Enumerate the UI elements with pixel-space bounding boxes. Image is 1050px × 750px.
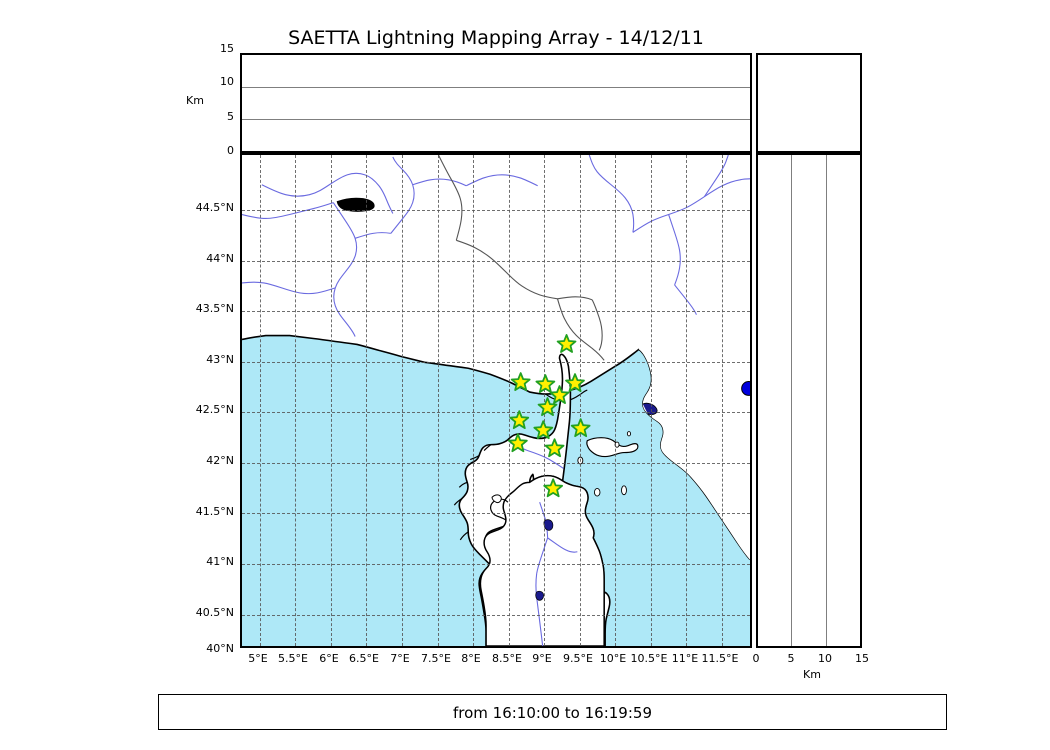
lma-station-marker bbox=[510, 372, 531, 391]
altitude-histogram-panel[interactable] bbox=[756, 53, 862, 153]
graticule-10E bbox=[615, 155, 617, 646]
tick-map-lon-6.5: 6.5°E bbox=[349, 652, 379, 665]
tick-map-lat-42.5: 42.5°N bbox=[195, 403, 234, 416]
graticule-11E bbox=[686, 155, 688, 646]
station-markers-layer bbox=[508, 334, 750, 498]
time-range-box: from 16:10:00 to 16:19:59 bbox=[158, 694, 947, 730]
gridline-alt-10 bbox=[242, 87, 750, 88]
tick-top-y-15: 15 bbox=[220, 42, 234, 55]
map-geography bbox=[242, 155, 750, 646]
page-title: SAETTA Lightning Mapping Array - 14/12/1… bbox=[288, 27, 704, 49]
tick-right-x-10: 10 bbox=[818, 652, 832, 665]
tick-map-lon-11.5: 11.5°E bbox=[701, 652, 739, 665]
tick-map-lon-9.5: 9.5°E bbox=[563, 652, 593, 665]
tick-map-lon-5.5: 5.5°E bbox=[278, 652, 308, 665]
graticule-7E bbox=[402, 155, 403, 646]
graticule-42.5N bbox=[242, 412, 750, 414]
graticule-44.5N bbox=[242, 210, 750, 211]
lma-station-marker bbox=[543, 478, 564, 498]
gridline-km-10 bbox=[826, 155, 827, 646]
lma-station-marker bbox=[535, 374, 556, 393]
tick-map-lat-44.5: 44.5°N bbox=[195, 201, 234, 214]
tick-top-y-10: 10 bbox=[220, 75, 234, 88]
tick-right-x-15: 15 bbox=[855, 652, 869, 665]
graticule-7.5E bbox=[437, 155, 439, 646]
lma-station-marker bbox=[508, 433, 528, 453]
graticule-41N bbox=[242, 563, 750, 565]
tick-map-lon-11: 11°E bbox=[671, 652, 699, 665]
tick-map-lon-7: 7°E bbox=[390, 652, 410, 665]
tick-map-lon-6: 6°E bbox=[319, 652, 339, 665]
tick-map-lat-41: 41°N bbox=[206, 555, 234, 568]
tick-map-lat-40.5: 40.5°N bbox=[195, 606, 234, 619]
tick-right-x-0: 0 bbox=[752, 652, 760, 665]
lma-station-marker bbox=[533, 420, 554, 440]
altitude-longitude-panel[interactable] bbox=[240, 53, 752, 153]
lma-station-marker bbox=[537, 397, 558, 417]
geographic-map-panel[interactable] bbox=[240, 153, 752, 648]
top-panel-ylabel: Km bbox=[186, 94, 204, 107]
graticule-43.5N bbox=[242, 311, 750, 313]
graticule-6.5E bbox=[366, 155, 368, 646]
tick-top-y-5: 5 bbox=[227, 110, 234, 123]
graticule-8E bbox=[473, 155, 475, 646]
tick-map-lon-10.5: 10.5°E bbox=[630, 652, 668, 665]
graticule-41.5N bbox=[242, 513, 750, 515]
tick-map-lat-43.5: 43.5°N bbox=[195, 302, 234, 315]
lma-station-marker bbox=[549, 385, 570, 405]
gridline-km-5 bbox=[791, 155, 792, 646]
tick-map-lon-7.5: 7.5°E bbox=[421, 652, 451, 665]
tick-map-lon-9: 9°E bbox=[532, 652, 552, 665]
right-panel-xlabel: Km bbox=[803, 668, 821, 681]
lma-station-marker bbox=[556, 334, 577, 353]
tick-map-lat-43: 43°N bbox=[206, 353, 234, 366]
graticule-43N bbox=[242, 361, 750, 363]
tick-map-lat-44: 44°N bbox=[206, 252, 234, 265]
graticule-8.5E bbox=[508, 155, 510, 646]
graticule-5.5E bbox=[295, 155, 297, 646]
lma-station-marker bbox=[509, 410, 530, 430]
graticule-42N bbox=[242, 462, 750, 464]
graticule-9.5E bbox=[579, 155, 581, 646]
lma-station-marker bbox=[570, 418, 591, 438]
tick-map-lat-41.5: 41.5°N bbox=[195, 505, 234, 518]
tick-map-lon-5: 5°E bbox=[248, 652, 268, 665]
graticule-5E bbox=[259, 155, 261, 646]
tick-map-lon-10: 10°E bbox=[599, 652, 627, 665]
tick-right-x-5: 5 bbox=[787, 652, 795, 665]
time-range-text: from 16:10:00 to 16:19:59 bbox=[452, 704, 652, 722]
tick-top-y-0: 0 bbox=[227, 144, 234, 157]
lightning-source-marker bbox=[741, 381, 750, 396]
lma-station-marker bbox=[565, 373, 585, 392]
gridline-alt-5 bbox=[242, 119, 750, 120]
tick-map-lon-8.5: 8.5°E bbox=[492, 652, 522, 665]
graticule-9E bbox=[544, 155, 546, 646]
latitude-altitude-panel[interactable] bbox=[756, 153, 862, 648]
graticule-40.5N bbox=[242, 614, 750, 616]
tick-map-lat-40: 40°N bbox=[206, 642, 234, 655]
lma-station-marker bbox=[544, 438, 565, 458]
tick-map-lon-8: 8°E bbox=[461, 652, 481, 665]
graticule-6E bbox=[330, 155, 332, 646]
graticule-10.5E bbox=[650, 155, 652, 646]
graticule-11.5E bbox=[722, 155, 723, 646]
graticule-44N bbox=[242, 260, 750, 262]
tick-map-lat-42: 42°N bbox=[206, 454, 234, 467]
